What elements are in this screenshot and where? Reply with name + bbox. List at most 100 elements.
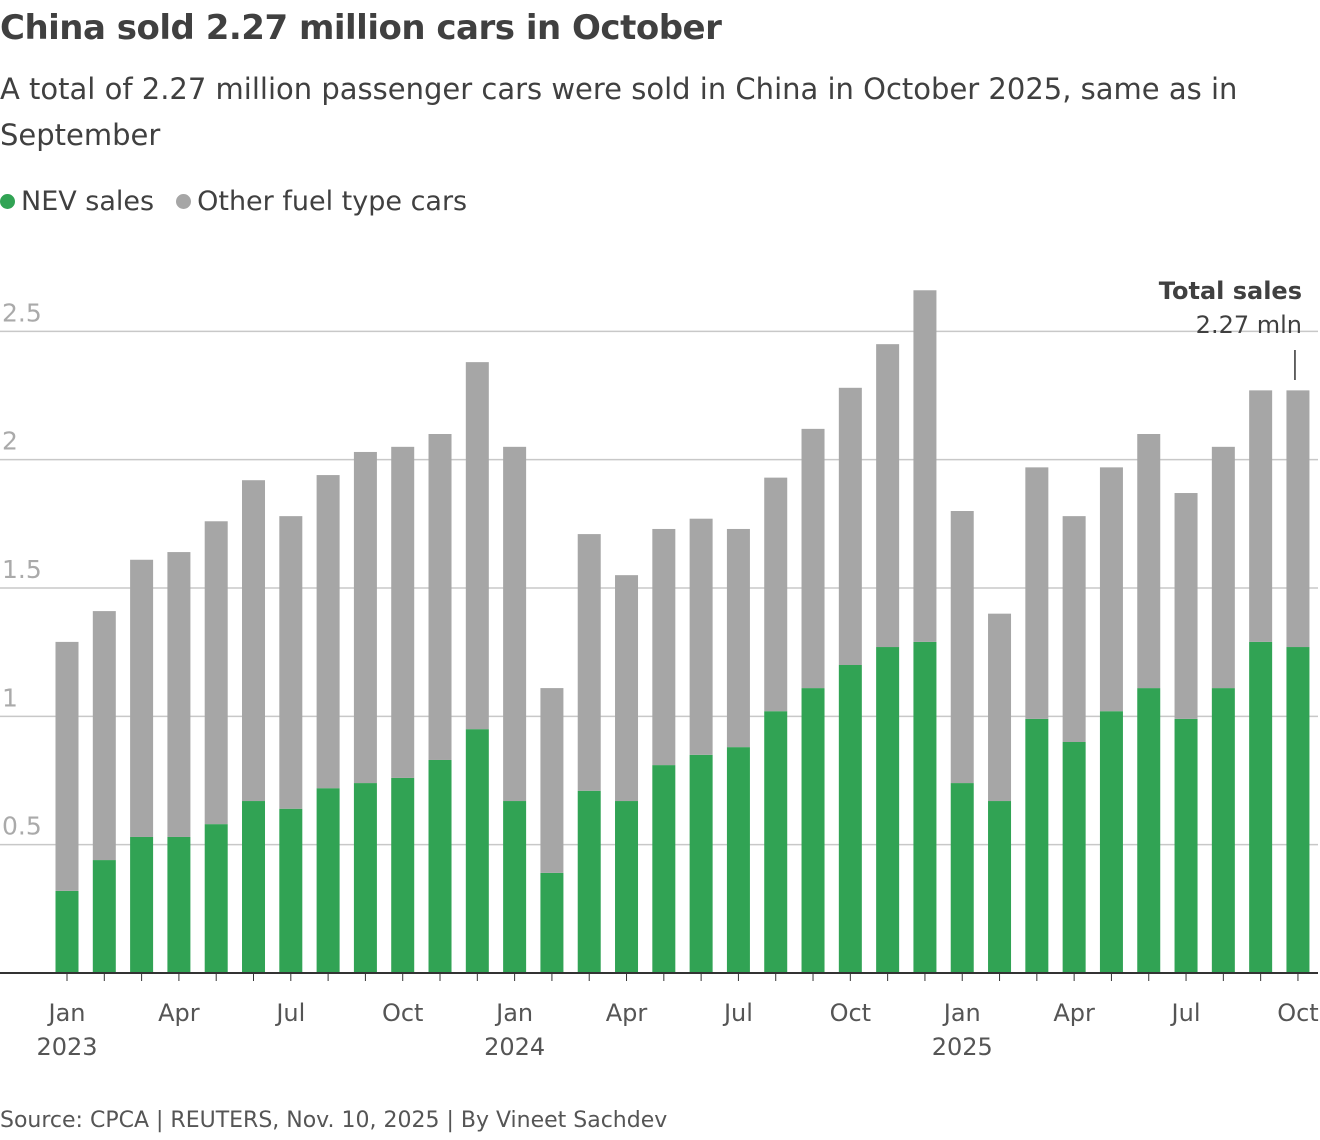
bar-segment [1025,467,1049,719]
bar-segment [615,801,639,973]
legend-label: NEV sales [21,186,155,217]
bar-segment [167,836,191,973]
bar-segment [242,801,266,973]
bar-segment [876,344,900,648]
legend-item: NEV sales [0,186,154,217]
x-year-label: 2023 [36,1033,97,1061]
bar-segment [1025,718,1049,973]
x-year-label: 2024 [484,1033,545,1061]
bar-segment [540,688,564,873]
x-tick-label: Oct [830,999,872,1027]
chart-subtitle: A total of 2.27 million passenger cars w… [0,72,1238,152]
bar-segment [204,824,228,973]
bar-segment [838,387,862,665]
y-tick-label: 2 [2,427,18,456]
bar-segment [55,641,79,891]
legend: NEV sales Other fuel type cars [0,186,467,217]
bar-segment [279,516,303,809]
bar-segment [540,872,564,973]
bar-segment [1174,493,1198,719]
bar-segment [353,451,377,784]
bar-segment [130,836,154,973]
bar-segment [503,446,527,802]
bar-segment [465,362,489,730]
bar-segment [1062,742,1086,973]
legend-swatch [176,194,192,209]
bar-segment [1286,390,1310,648]
bar-segment [1249,641,1273,973]
bar-segment [689,518,713,755]
x-tick-label: Jul [722,999,753,1027]
bar-segment [988,801,1012,973]
bar-segment [279,808,303,973]
bar-segment [428,434,452,760]
bar-segment [801,428,825,689]
bar-segment [204,521,228,825]
bar-segment [1286,647,1310,973]
bar-segment [876,647,900,973]
bar-segment [764,711,788,973]
bar-segment [988,613,1012,802]
bar-segment [689,754,713,973]
bar-segment [1062,516,1086,742]
bar-segment [465,729,489,973]
legend-swatch [0,194,15,209]
bar-segment [950,511,974,784]
bar-segment [726,747,750,973]
bar-segment [316,788,340,973]
bar-segment [242,480,266,802]
bar-segment [167,552,191,837]
x-tick-label: Jan [942,999,981,1027]
bar-segment [316,475,340,789]
bar-segment [577,790,601,973]
bar-segment [652,765,676,973]
bar-segment [652,528,676,766]
bar-segment [1249,390,1273,642]
bar-segment [913,641,937,973]
bar-segment [55,890,79,973]
chart-title: China sold 2.27 million cars in October [0,8,722,48]
bar-segment [764,477,788,712]
bar-segment [913,290,937,642]
x-tick-label: Apr [1053,999,1095,1027]
bar-segment [1174,718,1198,973]
x-year-label: 2025 [932,1033,993,1061]
bar-segment [1211,446,1235,689]
y-tick-label: 2.5 [2,298,42,327]
bar-segment [92,860,116,973]
bar-segment [391,446,415,778]
y-tick-label: 1 [2,683,18,712]
chart: 0.5 1 1.5 2 2.5 Jan 2023 Apr Jul Oct Jan 2024 Apr Jul… [0,277,1319,1061]
x-tick-label: Apr [158,999,200,1027]
bar-segment [92,611,116,861]
bar-segment [130,559,154,837]
bar-segment [1211,688,1235,973]
bar-segment [801,688,825,973]
bar-segment [1099,711,1123,973]
bar-segment [577,534,601,791]
bar-segment [1137,434,1161,689]
bar-segment [615,575,639,802]
annotation-text: 2.27 mln [1196,311,1302,339]
bar-segment [428,759,452,973]
x-tick-label: Jul [274,999,305,1027]
x-tick-label: Apr [606,999,648,1027]
x-tick-label: Jul [1170,999,1201,1027]
bar-segment [503,801,527,973]
x-tick-label: Oct [382,999,424,1027]
bar-segment [391,777,415,973]
bar-segment [353,783,377,973]
bar-segment [726,528,750,748]
annotation-title: Total sales [1159,277,1302,305]
y-tick-label: 1.5 [2,555,42,584]
bar-segment [1137,688,1161,973]
x-tick-label: Jan [494,999,533,1027]
bar-segment [1099,467,1123,712]
legend-label: Other fuel type cars [197,186,468,217]
bar-segment [838,665,862,973]
bar-segment [950,783,974,973]
x-tick-label: Jan [47,999,86,1027]
legend-item: Other fuel type cars [176,186,467,217]
source: Source: CPCA | REUTERS, Nov. 10, 2025 | … [0,1108,668,1133]
